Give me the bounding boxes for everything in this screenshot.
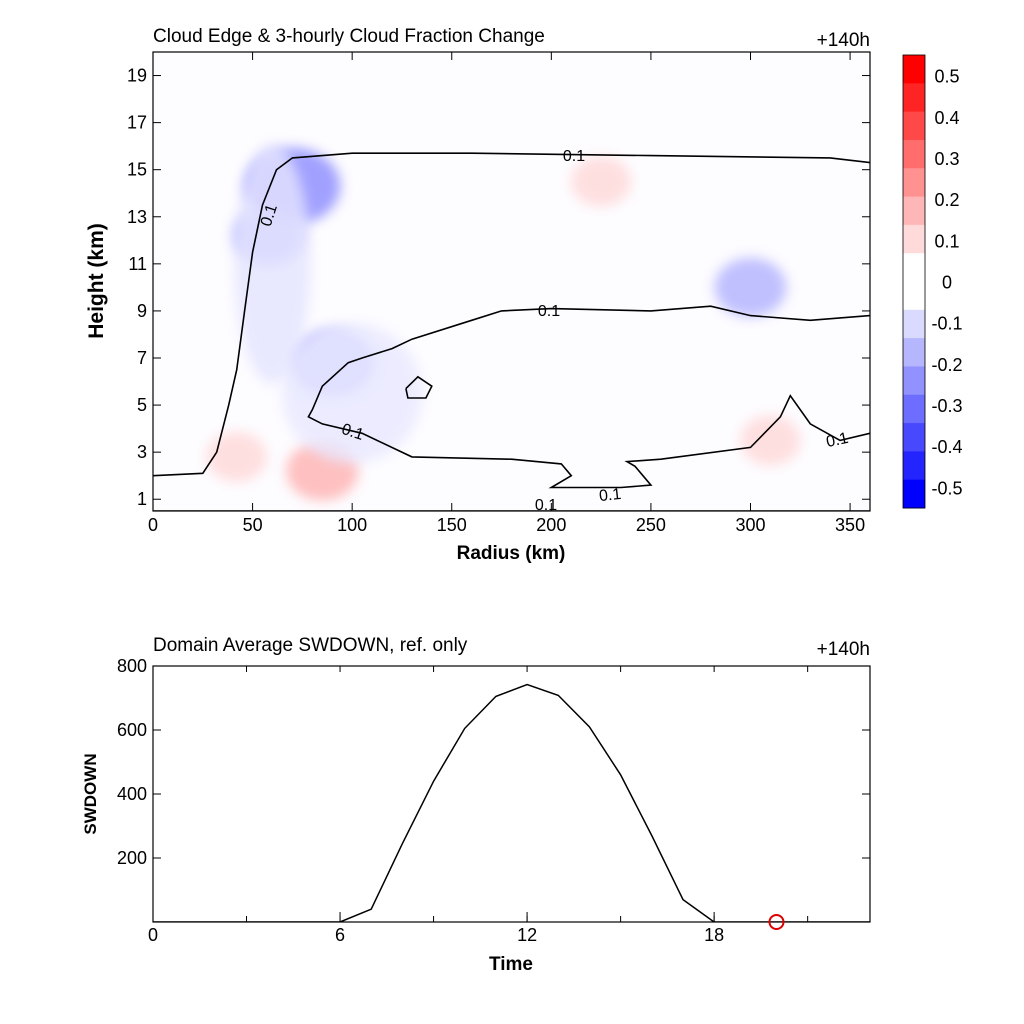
colorbar-tick-label: -0.3 [931,396,962,416]
colorbar-tick-label: -0.5 [931,478,962,498]
increase-region [571,156,632,207]
x-tick-label: 12 [517,925,537,945]
y-tick-label: 17 [127,113,147,133]
colorbar-segment [903,394,925,424]
contour-label: 0.1 [538,303,560,320]
contour-label: 0.1 [535,497,557,514]
current-time-marker [768,914,785,930]
bottom-panel: Domain Average SWDOWN, ref. only +140h 0… [81,635,871,975]
bottom-x-axis-label: Time [489,954,533,975]
colorbar-segment [903,479,925,509]
x-tick-label: 250 [636,515,666,535]
colorbar-segment [903,196,925,226]
bottom-plot-frame [152,665,871,923]
contour-label: 0.1 [258,202,281,229]
swdown-series [153,683,870,922]
colorbar-segment [903,281,925,311]
top-panel: Cloud Edge & 3-hourly Cloud Fraction Cha… [85,26,963,564]
top-time-annotation: +140h [817,30,870,51]
x-tick-label: 200 [536,515,566,535]
increase-region [206,431,267,482]
top-x-axis-label: Radius (km) [457,543,566,564]
y-tick-label: 13 [127,207,147,227]
x-tick-label: 100 [337,515,367,535]
cloud-fraction-change-field [206,143,801,501]
cloud-edge-contour [307,305,870,489]
colorbar-ticks: 0.5 0.4 0.3 0.2 0.1 0 -0.1 -0.2 -0.3 -0.4 -0.5 [931,67,962,499]
current-time-circle [768,914,785,930]
colorbar-segment [903,111,925,141]
colorbar-segment [903,309,925,339]
y-tick-label: 600 [117,720,147,740]
x-tick-label: 18 [704,925,724,945]
bottom-time-annotation: +140h [817,639,870,660]
colorbar-segment [903,83,925,113]
y-tick-label: 3 [137,442,147,462]
y-tick-label: 15 [127,160,147,180]
top-y-axis-label: Height (km) [85,223,108,339]
colorbar-segment [903,224,925,254]
x-tick-label: 300 [735,515,765,535]
x-tick-label: 0 [148,515,158,535]
x-tick-label: 350 [835,515,865,535]
bottom-title: Domain Average SWDOWN, ref. only [153,635,468,656]
colorbar-segment [903,253,925,282]
cloud-edge-contour [153,152,870,477]
top-x-axis-ticks: 0 50 100 150 200 250 300 350 [148,52,865,535]
contour-label: 0.1 [563,148,585,165]
y-tick-label: 400 [117,784,147,804]
decrease-region [714,257,787,317]
decrease-region [282,323,423,464]
y-tick-label: 11 [128,254,147,274]
colorbar-segment [903,366,925,396]
colorbar-tick-label: 0.4 [934,108,959,128]
colorbar-segment [903,55,925,84]
increase-region [740,415,801,466]
bottom-y-axis-label: SWDOWN [81,753,100,834]
swdown-line [153,683,870,922]
y-tick-label: 9 [137,301,147,321]
y-tick-label: 19 [127,66,147,86]
colorbar-segment [903,338,925,367]
colorbar-frame [902,54,926,509]
x-tick-label: 0 [148,925,158,945]
colorbar-tick-label: 0 [942,273,952,293]
colorbar-tick-label: 0.1 [934,231,959,251]
top-plot-frame [152,51,871,512]
decrease-region [234,143,311,384]
cloud-edge-contour [405,375,433,399]
colorbar [902,54,926,509]
contour-label: 0.1 [598,486,622,505]
bottom-y-axis-ticks: 200 400 600 800 [117,656,870,868]
y-tick-label: 7 [137,348,147,368]
y-tick-label: 800 [117,656,147,676]
colorbar-tick-label: -0.2 [931,355,962,375]
x-tick-label: 50 [243,515,263,535]
contour-label: 0.1 [825,430,850,451]
colorbar-tick-label: -0.4 [931,437,962,457]
colorbar-tick-label: 0.5 [934,67,959,87]
colorbar-tick-label: -0.1 [931,314,962,334]
contour-label: 0.1 [339,421,366,444]
y-tick-label: 5 [137,395,147,415]
colorbar-segment [903,168,925,198]
y-tick-label: 200 [117,848,147,868]
cloud-edge-contours [153,152,870,511]
contour-labels: 0.1 0.1 0.1 0.1 0.1 0.1 0.1 [258,148,850,514]
top-title: Cloud Edge & 3-hourly Cloud Fraction Cha… [153,26,545,47]
colorbar-segment [903,423,925,452]
y-tick-label: 1 [137,489,147,509]
colorbar-segment [903,451,925,481]
x-tick-label: 6 [335,925,345,945]
colorbar-tick-label: 0.3 [934,149,959,169]
colorbar-segment [903,139,925,169]
bottom-x-axis-ticks: 0 6 12 18 [148,666,809,945]
colorbar-tick-label: 0.2 [934,190,959,210]
x-tick-label: 150 [437,515,467,535]
